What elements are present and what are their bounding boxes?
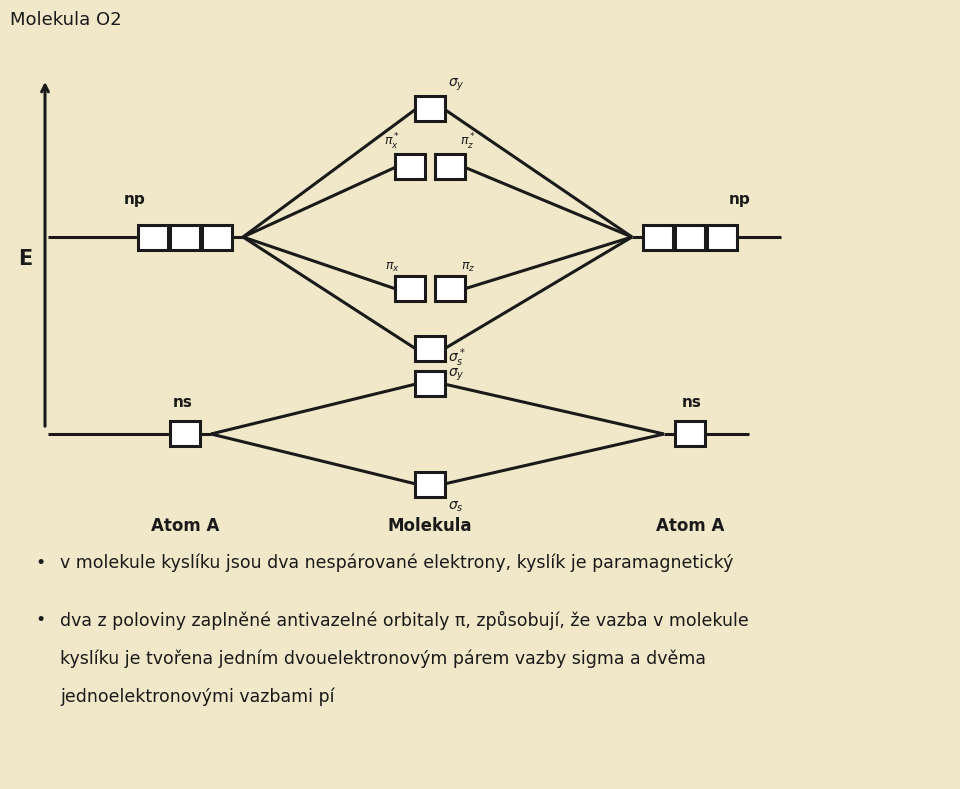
Text: E: E [18,249,33,269]
Text: Molekula O2: Molekula O2 [10,11,122,29]
Bar [415,472,445,496]
Bar [435,276,465,301]
Text: kyslíku je tvořena jedním dvouelektronovým párem vazby sigma a dvěma: kyslíku je tvořena jedním dvouelektronov… [60,649,706,667]
Bar [395,155,425,180]
Text: dva z poloviny zaplněné antivazelné orbitaly π, způsobují, že vazba v molekule: dva z poloviny zaplněné antivazelné orbi… [60,611,749,630]
Text: ns: ns [173,395,193,410]
Text: $\sigma_s^*$: $\sigma_s^*$ [448,346,466,369]
Text: np: np [124,192,146,207]
Text: v molekule kyslíku jsou dva nespárované elektrony, kyslík je paramagnetický: v molekule kyslíku jsou dva nespárované … [60,554,733,573]
Bar [435,155,465,180]
Bar [170,421,200,447]
Bar [138,225,168,249]
Text: Atom A: Atom A [656,517,724,535]
Bar [675,421,705,447]
Text: $\sigma_y$: $\sigma_y$ [448,367,465,383]
Bar [202,225,232,249]
Bar [643,225,673,249]
Text: $\pi_z$: $\pi_z$ [461,261,475,274]
Text: $\pi_x^*$: $\pi_x^*$ [384,132,400,152]
Text: ns: ns [682,395,702,410]
Bar [675,225,705,249]
Text: Atom A: Atom A [151,517,219,535]
Text: jednoelektronovými vazbami pí: jednoelektronovými vazbami pí [60,687,334,705]
Text: •: • [35,611,45,629]
Bar [707,225,737,249]
Text: $\sigma_y$: $\sigma_y$ [448,77,465,93]
Bar [170,225,200,249]
Text: •: • [35,554,45,572]
Bar [415,372,445,397]
Text: $\pi_x$: $\pi_x$ [385,261,399,274]
Bar [415,336,445,361]
Text: $\sigma_s$: $\sigma_s$ [448,500,464,514]
Text: $\pi_z^*$: $\pi_z^*$ [460,132,476,152]
Text: np: np [730,192,751,207]
Bar [415,96,445,122]
Bar [395,276,425,301]
Text: Molekula: Molekula [388,517,472,535]
